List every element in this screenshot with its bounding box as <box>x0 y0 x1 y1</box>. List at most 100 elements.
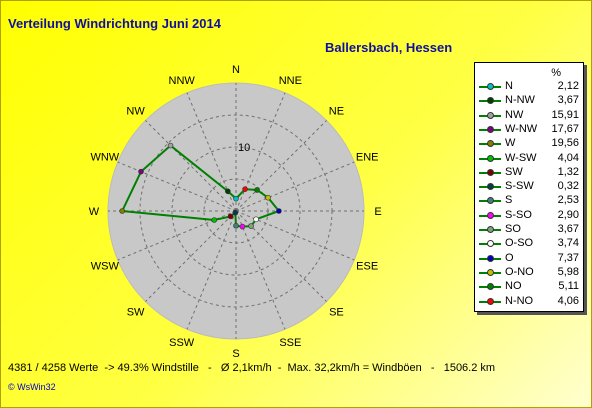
direction-label-nw: NW <box>126 106 145 118</box>
direction-label-sw: SW <box>127 306 145 318</box>
legend-label: NO <box>505 280 522 293</box>
legend-value: 4,04 <box>557 151 579 164</box>
software-credit: © WsWin32 <box>8 382 56 392</box>
legend-value: 3,67 <box>557 94 579 107</box>
legend-marker <box>487 283 494 291</box>
legend-marker <box>487 197 494 205</box>
station-location: Ballersbach, Hessen <box>325 40 453 55</box>
legend-item-n-no: N-NO 4,06 <box>475 295 583 309</box>
legend-marker <box>487 226 494 233</box>
legend-value: 0,32 <box>557 180 579 193</box>
data-point-sw <box>227 213 234 220</box>
data-point-so <box>248 223 254 229</box>
legend-item-o-no: O-NO 5,98 <box>475 266 583 280</box>
legend-item-w: W 19,56 <box>475 137 583 151</box>
direction-label-s: S <box>232 348 239 360</box>
legend-label: S-SO <box>505 208 532 221</box>
legend-marker <box>487 183 494 191</box>
legend-value: 7,37 <box>557 251 579 264</box>
legend-value: 3,74 <box>557 237 579 250</box>
legend-item-sw: SW 1,32 <box>475 166 583 180</box>
legend-item-w-nw: W-NW 17,67 <box>475 123 583 137</box>
data-point-n <box>233 195 239 202</box>
data-point-n-nw <box>225 188 231 195</box>
legend-value: 1,32 <box>557 165 579 178</box>
legend: % N 2,12 N-NW 3,67 NW 15,91 W-NW 17,67 W 19,56 W-S… <box>474 62 584 312</box>
legend-label: W-SW <box>505 151 537 164</box>
legend-label: N <box>505 80 513 92</box>
legend-label: O-SO <box>505 237 534 250</box>
legend-marker <box>487 140 494 148</box>
legend-marker <box>487 211 494 219</box>
legend-item-s-so: S-SO 2,90 <box>475 209 583 223</box>
data-point-n-no <box>242 186 248 192</box>
legend-marker <box>487 168 494 176</box>
direction-label-e: E <box>374 206 381 218</box>
legend-item-o-so: O-SO 3,74 <box>475 237 583 251</box>
legend-label: W <box>505 137 516 150</box>
legend-item-so: SO 3,67 <box>475 223 583 237</box>
legend-item-n: N 2,12 <box>475 80 583 94</box>
ring-label: 10 <box>238 142 250 154</box>
chart-title: Verteilung Windrichtung Juni 2014 <box>8 16 221 31</box>
legend-marker <box>487 97 494 105</box>
legend-marker <box>487 240 494 248</box>
legend-label: S-SW <box>505 180 534 193</box>
direction-label-ene: ENE <box>356 152 379 164</box>
legend-value: 15,91 <box>551 108 579 121</box>
direction-label-w: W <box>89 206 100 218</box>
legend-marker <box>487 154 494 162</box>
legend-value: 5,98 <box>557 265 579 278</box>
legend-item-o: O 7,37 <box>475 252 583 266</box>
direction-label-ese: ESE <box>356 260 378 272</box>
legend-value: 19,56 <box>551 137 579 150</box>
legend-value: 2,53 <box>557 194 579 207</box>
direction-label-nnw: NNW <box>169 75 196 87</box>
legend-item-no: NO 5,11 <box>475 280 583 294</box>
legend-marker <box>487 125 494 133</box>
legend-value: 4,06 <box>557 294 579 307</box>
direction-label-ne: NE <box>329 106 344 118</box>
data-point-o <box>276 208 282 214</box>
legend-label: O <box>505 251 514 264</box>
legend-marker <box>487 254 494 262</box>
legend-marker <box>487 83 494 90</box>
direction-label-ssw: SSW <box>169 337 195 349</box>
legend-label: NW <box>505 108 524 121</box>
legend-label: W-NW <box>505 122 538 135</box>
legend-value: 17,67 <box>551 122 579 135</box>
direction-label-n: N <box>232 64 240 76</box>
direction-label-sse: SSE <box>279 337 301 349</box>
data-point-s-so <box>239 223 246 230</box>
direction-label-nne: NNE <box>279 75 302 87</box>
legend-value: 2,90 <box>557 208 579 221</box>
data-point-nw <box>167 142 174 149</box>
data-point-o-no <box>265 194 271 201</box>
data-point-w-sw <box>211 217 218 223</box>
direction-label-wnw: WNW <box>90 152 119 164</box>
legend-label: O-NO <box>505 265 534 278</box>
data-point-s <box>233 222 239 229</box>
grid-ring <box>171 146 301 276</box>
data-point-w <box>119 208 125 214</box>
legend-item-s-sw: S-SW 0,32 <box>475 180 583 194</box>
legend-label: SW <box>505 165 523 178</box>
legend-marker <box>487 111 494 119</box>
direction-label-wsw: WSW <box>91 260 120 272</box>
legend-value: 2,12 <box>557 80 579 92</box>
data-point-s-sw <box>232 209 239 216</box>
legend-marker <box>487 297 494 305</box>
data-point-w-nw <box>138 168 144 175</box>
legend-label: S <box>505 194 513 207</box>
legend-label: SO <box>505 223 521 235</box>
legend-item-n-nw: N-NW 3,67 <box>475 94 583 108</box>
legend-item-s: S 2,53 <box>475 194 583 208</box>
legend-item-nw: NW 15,91 <box>475 109 583 123</box>
direction-label-se: SE <box>329 306 344 318</box>
legend-label: N-NO <box>505 294 534 307</box>
legend-value: 3,67 <box>557 223 579 235</box>
legend-unit: % <box>551 67 561 79</box>
data-point-no <box>254 187 260 193</box>
statistics-footer: 4381 / 4258 Werte -> 49.3% Windstille - … <box>8 362 496 374</box>
